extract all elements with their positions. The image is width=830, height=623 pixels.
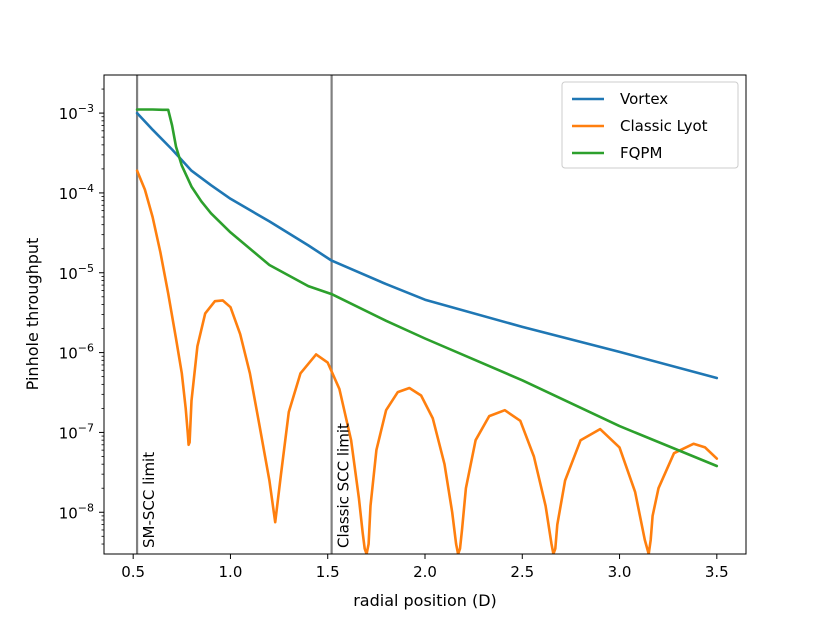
- y-tick-exponent: −3: [78, 102, 94, 115]
- plot-area: SM-SCC limit Classic SCC limit: [103, 74, 747, 555]
- y-tick-label: 10−6: [59, 342, 94, 363]
- y-tick-label: 10−5: [59, 262, 94, 283]
- series-line-vortex: [135, 111, 719, 380]
- y-tick-base: 10: [59, 345, 78, 363]
- vertical-line-labels: SM-SCC limit Classic SCC limit: [140, 423, 353, 548]
- y-tick-label: 10−7: [59, 421, 94, 442]
- y-tick-exponent: −5: [78, 262, 94, 275]
- y-tick-exponent: −8: [78, 501, 94, 514]
- legend-label: FQPM: [620, 144, 662, 162]
- y-axis-label: Pinhole throughput: [23, 238, 42, 391]
- y-tick-base: 10: [59, 265, 78, 283]
- y-axis-ticks: 10−810−710−610−510−410−3: [59, 88, 104, 545]
- x-axis-label: radial position (D): [353, 591, 497, 610]
- vertical-line-label: Classic SCC limit: [335, 423, 353, 548]
- x-axis-ticks: 0.5 1.0 1.5 2.0 2.5 3.0 3.5: [121, 554, 729, 581]
- y-tick-base: 10: [59, 504, 78, 522]
- x-tick-label: 1.5: [316, 563, 340, 581]
- x-tick-label: 3.5: [705, 563, 729, 581]
- vertical-lines: [135, 75, 333, 554]
- series-line-classic-lyot: [135, 169, 719, 554]
- y-tick-exponent: −4: [78, 182, 94, 195]
- x-tick-label: 3.0: [608, 563, 632, 581]
- legend-box: [561, 81, 739, 169]
- x-tick-label: 2.0: [413, 563, 437, 581]
- x-tick-label: 1.0: [219, 563, 243, 581]
- series-lines: [135, 108, 719, 554]
- y-tick-exponent: −7: [78, 421, 94, 434]
- x-tick-label: 0.5: [121, 563, 145, 581]
- legend: Vortex Classic Lyot FQPM: [561, 81, 739, 169]
- y-tick-base: 10: [59, 424, 78, 442]
- legend-label: Classic Lyot: [620, 117, 708, 135]
- legend-label: Vortex: [620, 90, 668, 108]
- vertical-line-label: SM-SCC limit: [140, 452, 158, 548]
- y-tick-exponent: −6: [78, 342, 94, 355]
- y-tick-label: 10−4: [59, 182, 94, 203]
- y-tick-base: 10: [59, 185, 78, 203]
- y-tick-label: 10−3: [59, 102, 94, 123]
- x-tick-label: 2.5: [510, 563, 534, 581]
- y-tick-base: 10: [59, 105, 78, 123]
- y-tick-label: 10−8: [59, 501, 94, 522]
- series-line-fqpm: [135, 108, 719, 468]
